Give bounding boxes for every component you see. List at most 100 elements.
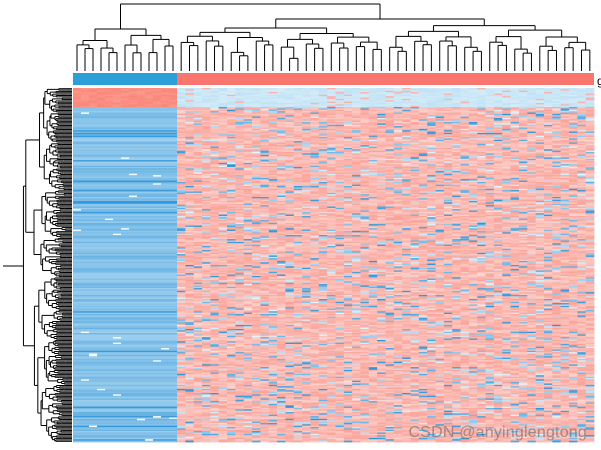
heatmap-cell [105, 101, 114, 104]
heatmap-cell [318, 115, 328, 117]
heatmap-cell [493, 93, 503, 96]
heatmap-cell [145, 119, 154, 122]
heatmap-cell [352, 107, 361, 109]
heatmap-cell [185, 122, 195, 124]
heatmap-cell [105, 112, 114, 115]
heatmap-cell [368, 111, 378, 113]
heatmap-cell [510, 94, 520, 97]
heatmap-cell [285, 112, 295, 115]
heatmap-cell [510, 113, 520, 116]
heatmap-cell [418, 89, 428, 92]
heatmap-cell [89, 107, 98, 109]
heatmap-cell [302, 113, 311, 116]
heatmap-cell [477, 107, 486, 109]
heatmap-cell [585, 104, 595, 107]
heatmap-cell [277, 108, 286, 111]
heatmap-cell [502, 108, 511, 111]
heatmap-cell [277, 101, 286, 104]
heatmap-cell [335, 107, 345, 109]
heatmap-cell [310, 108, 320, 111]
heatmap-cell [327, 109, 336, 112]
heatmap-cell [352, 111, 361, 113]
heatmap-cell [310, 96, 320, 98]
heatmap-cell [97, 92, 106, 94]
heatmap-cell [535, 101, 545, 104]
heatmap-cell [518, 101, 528, 104]
heatmap-cell [385, 107, 395, 109]
heatmap-cell [310, 88, 320, 90]
heatmap-cell [335, 92, 345, 94]
heatmap-cell [177, 120, 186, 123]
heatmap-cell [285, 88, 295, 90]
heatmap-cell [385, 98, 395, 101]
heatmap-cell [161, 93, 170, 96]
heatmap-cell [477, 113, 486, 116]
heatmap-cell [427, 113, 436, 116]
heatmap-cell [318, 90, 328, 93]
heatmap-cell [468, 88, 478, 90]
heatmap-cell [552, 96, 562, 98]
heatmap-cell [105, 122, 114, 124]
heatmap-cell [185, 96, 195, 98]
heatmap-cell [468, 115, 478, 117]
heatmap-cell [410, 101, 420, 104]
heatmap-cell [185, 120, 195, 123]
heatmap-cell [427, 96, 436, 98]
heatmap-cell [502, 88, 511, 90]
heatmap-cell [493, 116, 503, 119]
heatmap-cell [327, 89, 336, 92]
heatmap-cell [427, 107, 436, 109]
heatmap-cell [243, 92, 253, 94]
heatmap-cell [552, 105, 562, 108]
heatmap-cell [153, 88, 162, 90]
heatmap-cell [485, 117, 495, 120]
heatmap-cell [260, 122, 270, 124]
heatmap-cell [185, 105, 195, 108]
heatmap-cell [343, 94, 353, 97]
heatmap-cell [105, 93, 114, 96]
heatmap-cell [443, 109, 453, 112]
heatmap-cell [218, 109, 228, 112]
heatmap-cell [243, 108, 253, 111]
heatmap-cell [121, 94, 130, 97]
heatmap-cell [310, 104, 320, 107]
heatmap-cell [402, 116, 411, 119]
heatmap-cell [185, 113, 195, 116]
heatmap-cell [227, 115, 236, 117]
heatmap-cell [460, 119, 470, 122]
heatmap-cell [268, 119, 278, 122]
heatmap-cell [185, 119, 195, 122]
heatmap-cell [318, 96, 328, 98]
heatmap-cell [493, 97, 503, 100]
heatmap-cell [410, 92, 420, 94]
heatmap-cell [310, 105, 320, 108]
heatmap-cell [493, 89, 503, 92]
heatmap-cell [435, 105, 445, 108]
heatmap-cell [243, 96, 253, 98]
heatmap-cell [137, 89, 146, 92]
heatmap-cell [268, 104, 278, 107]
heatmap-cell [368, 105, 378, 108]
heatmap-cell [552, 93, 562, 96]
heatmap-cell [169, 93, 178, 96]
heatmap-cell [368, 90, 378, 93]
heatmap-cell [327, 104, 336, 107]
heatmap-cell [535, 112, 545, 115]
heatmap-cell [402, 115, 411, 117]
heatmap-cell [485, 105, 495, 108]
heatmap-cell [568, 104, 578, 107]
heatmap-cell [543, 90, 553, 93]
heatmap-cell [81, 120, 90, 123]
heatmap-cell [502, 107, 511, 109]
heatmap-cell [510, 105, 520, 108]
heatmap-cell [193, 104, 203, 107]
heatmap-cell [377, 93, 386, 96]
heatmap-cell [235, 107, 245, 109]
heatmap-cell [427, 102, 436, 105]
heatmap-cell [343, 111, 353, 113]
heatmap-cell [243, 113, 253, 116]
heatmap-cell [393, 113, 403, 116]
heatmap-cell [343, 102, 353, 105]
heatmap-cell [97, 111, 106, 113]
heatmap-cell [177, 113, 186, 116]
